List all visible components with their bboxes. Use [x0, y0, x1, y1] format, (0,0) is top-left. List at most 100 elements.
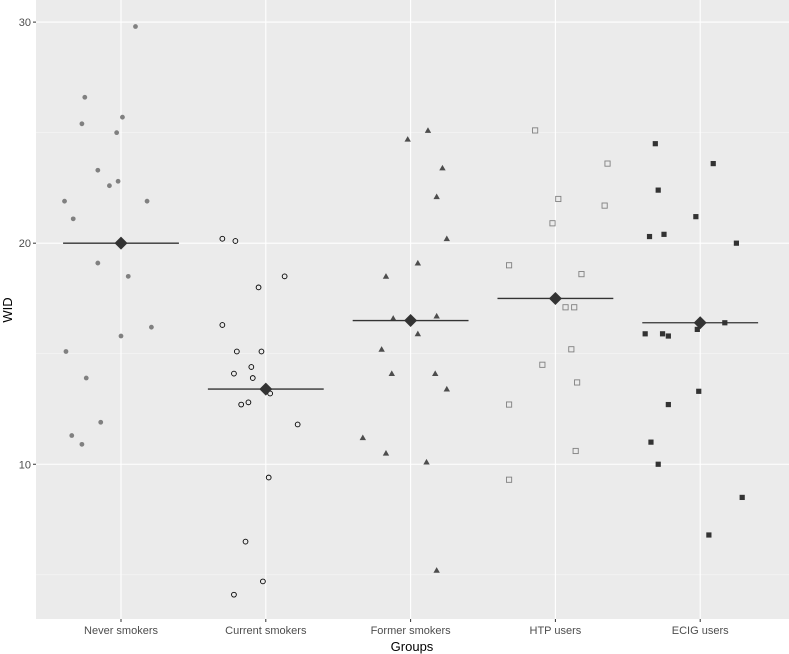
- x-tick-label: Current smokers: [225, 625, 307, 637]
- data-point-filled-triangle: [424, 127, 432, 133]
- data-point-open-square: [506, 262, 513, 269]
- y-axis-title: WID: [0, 297, 15, 322]
- data-point-filled-square: [694, 326, 700, 332]
- data-point-filled-triangle: [439, 164, 446, 171]
- data-point-filled-circle: [115, 178, 121, 184]
- mean-diamond: [259, 382, 273, 396]
- x-tick-label: HTP users: [530, 625, 582, 637]
- data-point-filled-circle: [120, 114, 125, 120]
- data-point-open-circle: [231, 591, 237, 598]
- data-point-filled-square: [696, 388, 702, 394]
- data-point-open-circle: [232, 238, 239, 244]
- data-point-filled-circle: [114, 130, 120, 136]
- data-point-filled-square: [661, 231, 667, 237]
- data-point-filled-triangle: [414, 259, 422, 266]
- data-point-open-square: [506, 401, 513, 408]
- data-point-filled-circle: [107, 183, 112, 189]
- data-point-filled-triangle: [359, 434, 367, 441]
- mean-diamond: [404, 314, 418, 328]
- data-point-open-square: [572, 447, 579, 455]
- data-point-open-circle: [258, 348, 265, 355]
- group-means: [63, 236, 759, 396]
- data-point-filled-triangle: [378, 346, 385, 352]
- data-point-filled-square: [665, 401, 671, 408]
- data-point-open-circle: [294, 421, 301, 428]
- data-point-filled-triangle: [414, 330, 422, 337]
- data-point-open-circle: [245, 399, 252, 406]
- data-point-filled-circle: [69, 433, 75, 438]
- data-point-filled-triangle: [382, 273, 390, 279]
- data-point-filled-triangle: [433, 193, 440, 200]
- data-point-open-circle: [248, 364, 255, 370]
- data-point-open-circle: [242, 538, 249, 545]
- mean-diamond: [548, 291, 562, 305]
- data-point-open-circle: [281, 273, 288, 280]
- data-point-filled-circle: [62, 198, 67, 204]
- data-point-filled-triangle: [443, 385, 450, 392]
- data-point-filled-square: [710, 160, 716, 167]
- data-point-filled-circle: [70, 216, 76, 222]
- data-point-filled-square: [655, 461, 661, 467]
- data-point-filled-circle: [82, 94, 88, 100]
- y-tick-label: 10: [19, 459, 31, 471]
- y-tick-label: 30: [19, 17, 31, 29]
- data-point-filled-square: [646, 233, 653, 240]
- x-tick-label: Never smokers: [84, 625, 158, 637]
- data-point-open-circle: [255, 284, 262, 291]
- data-point-open-circle: [219, 235, 226, 242]
- mean-diamond: [693, 316, 707, 330]
- x-tick-label: Former smokers: [371, 625, 452, 637]
- data-point-filled-circle: [118, 333, 124, 339]
- data-point-open-square: [549, 220, 556, 227]
- data-point-open-circle: [233, 348, 240, 355]
- data-points: [62, 24, 745, 598]
- data-point-filled-triangle: [388, 370, 395, 377]
- data-point-open-circle: [249, 375, 256, 381]
- data-point-open-square: [574, 379, 581, 386]
- data-point-filled-square: [659, 331, 666, 337]
- panel-background: [36, 0, 789, 619]
- data-point-open-circle: [231, 370, 237, 377]
- y-tick-label: 20: [19, 238, 31, 250]
- data-point-filled-square: [739, 494, 745, 501]
- data-point-filled-circle: [144, 198, 150, 204]
- data-point-filled-square: [706, 532, 712, 538]
- data-point-filled-circle: [125, 273, 131, 279]
- y-axis: 10 20 30: [19, 17, 36, 471]
- data-point-filled-circle: [79, 121, 85, 127]
- data-point-filled-circle: [95, 167, 101, 173]
- x-axis: Never smokers Current smokers Former smoke…: [84, 619, 729, 637]
- data-point-filled-triangle: [390, 315, 397, 321]
- data-point-filled-square: [693, 214, 699, 220]
- data-point-open-circle: [260, 578, 266, 585]
- data-point-open-circle: [265, 474, 272, 481]
- data-point-open-circle: [219, 322, 226, 328]
- data-point-filled-square: [733, 240, 739, 246]
- data-point-filled-circle: [98, 419, 104, 425]
- data-point-open-square: [532, 127, 539, 134]
- data-point-filled-square: [648, 439, 654, 445]
- data-point-filled-triangle: [404, 136, 411, 142]
- x-axis-title: Groups: [391, 639, 434, 654]
- data-point-open-square: [562, 304, 569, 311]
- data-point-open-square: [568, 346, 575, 353]
- data-point-open-square: [506, 476, 513, 483]
- data-point-filled-circle: [95, 260, 101, 266]
- data-point-filled-circle: [83, 375, 89, 381]
- data-point-filled-square: [665, 333, 671, 339]
- data-point-open-circle: [238, 401, 245, 408]
- data-point-filled-triangle: [382, 449, 390, 456]
- data-point-open-square: [578, 271, 585, 278]
- data-point-filled-circle: [149, 324, 154, 330]
- data-point-filled-circle: [79, 441, 85, 447]
- x-tick-label: ECIG users: [672, 625, 729, 637]
- data-point-filled-square: [652, 141, 658, 147]
- data-point-filled-triangle: [433, 567, 440, 573]
- data-point-open-square: [555, 195, 562, 203]
- data-point-filled-square: [642, 331, 648, 337]
- data-point-filled-triangle: [423, 458, 430, 465]
- data-point-filled-circle: [63, 349, 69, 354]
- data-point-open-square: [601, 202, 608, 209]
- data-point-open-square: [539, 361, 546, 368]
